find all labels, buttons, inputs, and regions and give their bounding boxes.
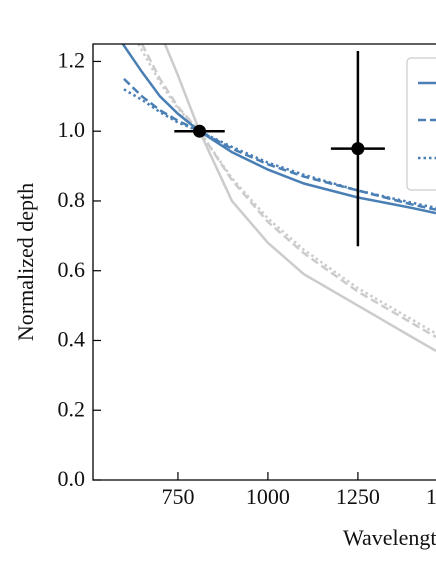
y-tick-label: 1.2: [58, 47, 86, 72]
x-tick-label: 1250: [336, 484, 380, 509]
x-tick-label: 750: [161, 484, 194, 509]
x-tick-label: 1500: [426, 484, 436, 509]
legend: [406, 57, 436, 191]
data-point: [351, 142, 365, 156]
model-line: [137, 44, 436, 335]
x-axis-label: Wavelength: [343, 525, 436, 550]
y-axis-label: Normalized depth: [13, 183, 38, 341]
model-line: [163, 44, 436, 353]
model-line: [123, 77, 436, 211]
model-line: [123, 88, 436, 210]
y-tick-label: 0.0: [58, 466, 86, 491]
plot-area: [121, 44, 436, 353]
y-tick-label: 0.4: [58, 327, 86, 352]
x-tick-label: 1000: [246, 484, 290, 509]
data-point: [193, 124, 207, 138]
y-tick-label: 0.8: [58, 187, 86, 212]
y-tick-label: 1.0: [58, 117, 86, 142]
model-line: [121, 44, 436, 215]
y-tick-label: 0.2: [58, 396, 86, 421]
y-tick-label: 0.6: [58, 257, 86, 282]
axis-spines: [92, 43, 436, 481]
legend-box: [406, 57, 436, 191]
model-line: [140, 44, 436, 339]
